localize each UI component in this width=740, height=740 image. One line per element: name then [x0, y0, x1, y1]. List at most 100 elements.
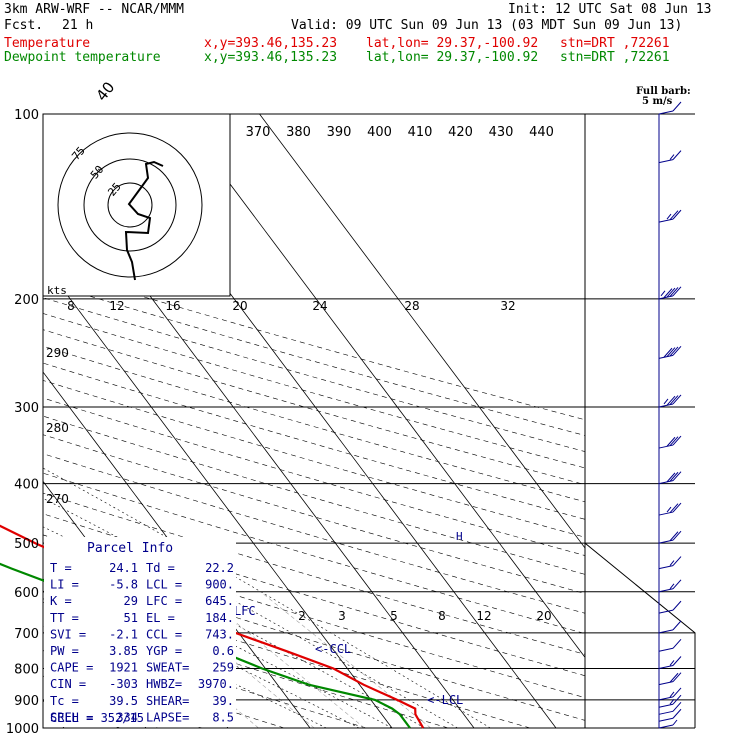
wind-barb-flag [672, 435, 682, 446]
wind-barb-flag [672, 394, 682, 405]
wind-barb [658, 502, 682, 516]
wind-barb-flag [669, 672, 679, 683]
wind-barb-flag [666, 472, 676, 483]
wind-barb-flag [672, 620, 682, 631]
wind-barb-flag [666, 287, 676, 298]
wind-barb-shaft [658, 681, 674, 686]
isotherm [259, 114, 585, 549]
wind-barb-flag [669, 346, 679, 357]
level-marker: <-CCL [315, 642, 351, 656]
wind-barb-flag [672, 530, 682, 541]
mixing-ratio-line [260, 591, 431, 728]
wind-barb-shaft [658, 159, 674, 164]
dry-adiabat [43, 472, 585, 634]
isotherm-label: 40 [92, 78, 118, 104]
wind-barb-half [669, 698, 675, 705]
dewpoint-station: stn=DRT ,72261 [560, 50, 670, 65]
wind-barb [658, 656, 682, 669]
parcel-info-label: CAPE = [50, 661, 93, 675]
wind-barb [658, 346, 682, 359]
parcel-info-label: LFC = [146, 594, 182, 608]
wind-barb-half [666, 213, 672, 220]
parcel-info-label: LAPSE= [146, 710, 189, 724]
wind-barb [658, 101, 682, 115]
wind-barb-shaft [658, 444, 674, 449]
wind-barb-flag [672, 672, 682, 682]
parcel-info-label: YGP = [146, 644, 182, 658]
dewpoint-latlon: lat,lon= 29.37,-100.92 [366, 50, 539, 65]
wind-barb-flag [669, 436, 679, 446]
wind-barb-flag [666, 436, 676, 447]
wind-barb-flag [672, 471, 682, 481]
temperature-xy: x,y=393.46,135.23 [204, 36, 338, 51]
wind-barb-flag [669, 210, 679, 221]
init-time: Init: 12 UTC Sat 08 Jun 13 [508, 2, 712, 17]
dewpoint-xy: x,y=393.46,135.23 [204, 50, 338, 65]
parcel-info-value: -5.8 [109, 578, 138, 592]
isotherm [177, 114, 585, 659]
dry-adiabat [43, 345, 585, 503]
parcel-info-label: CCL = [146, 627, 182, 641]
wind-barb-shaft [658, 696, 674, 701]
wind-barb-flag [672, 150, 682, 160]
parcel-info-label: Tc = [50, 694, 79, 708]
theta-label: 410 [408, 125, 433, 140]
wind-barb [658, 694, 682, 708]
model-title: 3km ARW-WRF -- NCAR/MMM [4, 2, 185, 17]
parcel-info-value: 8.5 [212, 710, 234, 724]
pressure-tick-label: 700 [14, 627, 39, 642]
wind-barb-shaft [658, 717, 674, 722]
wind-barb-shaft [658, 647, 674, 652]
pressure-tick-label: 400 [14, 478, 39, 493]
parcel-info-label: LI = [50, 578, 79, 592]
theta-label: 380 [286, 125, 311, 140]
mixing-ratio-label: 12 [476, 609, 491, 623]
wind-barb-flag [672, 346, 682, 356]
wind-barb-flag [672, 556, 682, 566]
theta-label: 390 [327, 125, 352, 140]
wind-barb-flag [672, 579, 682, 590]
theta-label: 430 [489, 125, 514, 140]
dry-adiabat [43, 415, 585, 575]
parcel-info-value: 334 [116, 710, 138, 724]
pressure-tick-label: 800 [14, 662, 39, 677]
theta-label: 400 [367, 125, 392, 140]
wind-barb [658, 530, 682, 544]
wind-barb-shaft [658, 110, 674, 115]
wind-barb-flag [669, 531, 679, 542]
pressure-tick-label: 200 [14, 293, 39, 308]
pressure-tick-label: 600 [14, 586, 39, 601]
wind-barb-flag [669, 471, 679, 482]
wind-barb [658, 708, 682, 722]
mixing-ratio-label: 8 [438, 609, 446, 623]
valid-time: Valid: 09 UTC Sun 09 Jun 13 (03 MDT Sun … [291, 18, 683, 33]
parcel-info-value: 24.1 [109, 561, 138, 575]
temperature-legend: Temperature [4, 36, 91, 51]
wind-barb-flag [663, 347, 673, 358]
parcel-info-value: 259 [212, 661, 234, 675]
parcel-info-label: K = [50, 594, 72, 608]
dry-adiabat [43, 556, 585, 721]
wind-barb-flag [666, 395, 676, 406]
wind-barb [658, 672, 682, 686]
temperature-station: stn=DRT ,72261 [560, 36, 670, 51]
parcel-info-value: 743. [205, 627, 234, 641]
parcel-info-value: 184. [205, 611, 234, 625]
mixing-ratio-label: 5 [390, 609, 398, 623]
mixed-layer-marker: H [456, 530, 463, 543]
parcel-info-value: 0.6 [212, 644, 234, 658]
plot-extension-frame [584, 542, 696, 728]
parcel-info-box: Parcel Info T = 24.1 Td = 22.2 LI = -5.8 LCL = 9… [44, 537, 236, 727]
wind-barb [658, 556, 682, 570]
wind-barb [658, 394, 682, 408]
parcel-info-value: 1921 [109, 661, 138, 675]
pressure-tick-label: 500 [14, 537, 39, 552]
parcel-info-value: -303 [109, 677, 138, 691]
wind-barb [658, 209, 682, 223]
dry-adiabat [43, 329, 585, 486]
wind-barb-shaft [658, 724, 674, 729]
barb-legend-value: 5 m/s [642, 96, 673, 107]
wind-barb [658, 719, 678, 729]
hodograph-u-tick: 28 [404, 299, 419, 313]
